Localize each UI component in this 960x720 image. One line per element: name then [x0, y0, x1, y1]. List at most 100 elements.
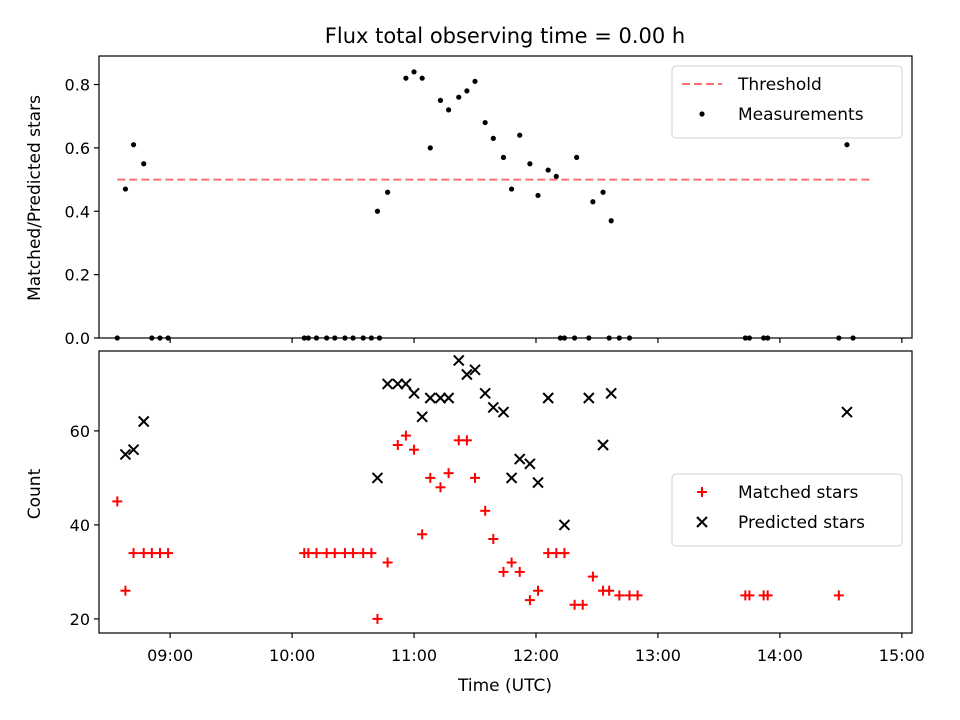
legend: Threshold Measurements — [671, 65, 903, 139]
series-0-point-35 — [545, 167, 551, 173]
series-0-point-22 — [427, 145, 433, 151]
series-0-point-30 — [500, 154, 507, 160]
series-0-point-3 — [141, 161, 147, 167]
series-0-point-42 — [604, 585, 615, 596]
series-1-point-17-b — [497, 406, 510, 418]
series-0-point-20 — [411, 69, 417, 75]
series-0-point-1 — [120, 585, 131, 596]
series-1-point-22 — [542, 392, 554, 404]
series-1-point-18 — [505, 472, 518, 484]
series-0-point-2 — [130, 142, 137, 148]
legend-swatch-1 — [699, 111, 705, 117]
series-1-point-18-b — [505, 472, 518, 484]
series-0-point-45 — [632, 590, 643, 601]
series-0-point-0 — [112, 496, 123, 507]
series-0-point-30 — [498, 566, 509, 577]
series-0-point-25 — [456, 94, 462, 100]
series-0-point-32 — [514, 566, 525, 577]
series-1-point-5-b — [392, 378, 404, 390]
series-0-point-36 — [553, 173, 559, 180]
x-tick-label-0: 09:00 — [147, 646, 193, 665]
series-1-point-27 — [841, 406, 853, 418]
series-1-point-27-b — [841, 406, 853, 418]
series-1-point-25-b — [597, 439, 609, 451]
series-0-point-40 — [587, 571, 598, 582]
series-1-point-19 — [514, 453, 526, 465]
series-0-point-26 — [464, 88, 470, 94]
chart-title: Flux total observing time = 0.00 h — [325, 24, 685, 48]
series-1-point-15 — [479, 387, 491, 400]
series-1-point-21 — [532, 476, 544, 489]
series-0-point-40 — [574, 154, 580, 160]
series-1-point-1 — [127, 443, 140, 456]
series-1-point-1-b — [127, 443, 140, 456]
series-0-point-17 — [382, 557, 393, 568]
series-1-point-17 — [497, 406, 510, 418]
series-1-point-14-b — [469, 364, 481, 376]
series-1-point-11-b — [442, 392, 455, 404]
series-1-point-8 — [416, 411, 428, 423]
series-1-point-0 — [119, 448, 132, 461]
series-1-point-23-b — [558, 519, 571, 531]
plot-frame — [98, 55, 913, 339]
legend: Matched stars Predicted stars — [671, 473, 903, 547]
legend-box — [671, 473, 903, 547]
legend-swatch-1 — [696, 516, 708, 528]
series-1-point-2-b — [138, 415, 150, 428]
series-0-point-19 — [403, 75, 409, 81]
series-0-point-42 — [590, 199, 596, 205]
series-0-point-24 — [443, 468, 454, 479]
y-tick-label-1: 0.2 — [65, 266, 90, 285]
series-1-point-23 — [558, 519, 571, 531]
series-1-point-6 — [400, 378, 412, 390]
series-0-point-19 — [400, 430, 411, 441]
y-tick-label-0: 20 — [70, 610, 90, 629]
y-tick-label-0: 0.0 — [65, 329, 90, 348]
legend-box — [671, 65, 903, 139]
series-1-point-19-b — [514, 453, 526, 465]
series-0-point-22 — [425, 472, 436, 483]
series-1-point-7 — [408, 387, 420, 400]
series-1-point-4-b — [381, 378, 394, 390]
series-1-point-15-b — [479, 387, 491, 400]
plot-frame — [98, 350, 913, 634]
series-1-point-20-b — [524, 458, 536, 470]
series-1-point-2 — [138, 415, 150, 428]
y-tick-label-2: 0.4 — [65, 202, 90, 221]
series-1-point-13-b — [461, 368, 473, 381]
series-1-point-12-b — [453, 354, 465, 367]
bottom-panel: Count 20 40 60 09:00 10:00 11:00 12:00 13:00 14:… — [25, 350, 925, 665]
series-0-point-32 — [517, 132, 523, 138]
series-0-point-43 — [600, 189, 606, 195]
series-0-point-21 — [419, 75, 425, 81]
series-1-point-16-b — [487, 401, 500, 414]
series-1-point-20 — [524, 458, 536, 470]
series-1-point-0-b — [119, 448, 132, 461]
series-0-point-28 — [482, 119, 488, 126]
series-0-point-27 — [470, 472, 481, 483]
series-1-point-3-b — [371, 472, 384, 484]
series-1-point-3 — [371, 472, 384, 484]
y-tick-label-2: 60 — [70, 422, 90, 441]
series-0-point-37 — [559, 548, 570, 559]
series-0-point-16 — [372, 613, 383, 624]
series-0-point-29 — [488, 534, 499, 544]
series-0-point-6 — [163, 548, 174, 559]
series-1-point-14 — [469, 364, 481, 376]
series-0-point-29 — [490, 135, 496, 141]
series-1-point-26 — [605, 387, 617, 400]
x-tick-label-6: 15:00 — [879, 646, 925, 665]
series-0-point-47 — [744, 590, 755, 601]
series-1-point-5 — [392, 378, 404, 390]
bottom-y-axis-label: Count — [25, 468, 45, 519]
series-1-point-12 — [453, 354, 465, 367]
series-1-point-10 — [434, 392, 447, 404]
series-0-point-27 — [472, 78, 478, 84]
series-0-point-28 — [480, 505, 491, 516]
series-0-point-11 — [329, 548, 340, 559]
series-0-point-34 — [533, 585, 544, 596]
series-1-point-7-b — [408, 387, 420, 400]
series-0-point-33 — [524, 595, 535, 606]
series-1-point-24 — [583, 392, 595, 404]
series-1-point-24-b — [583, 392, 595, 404]
